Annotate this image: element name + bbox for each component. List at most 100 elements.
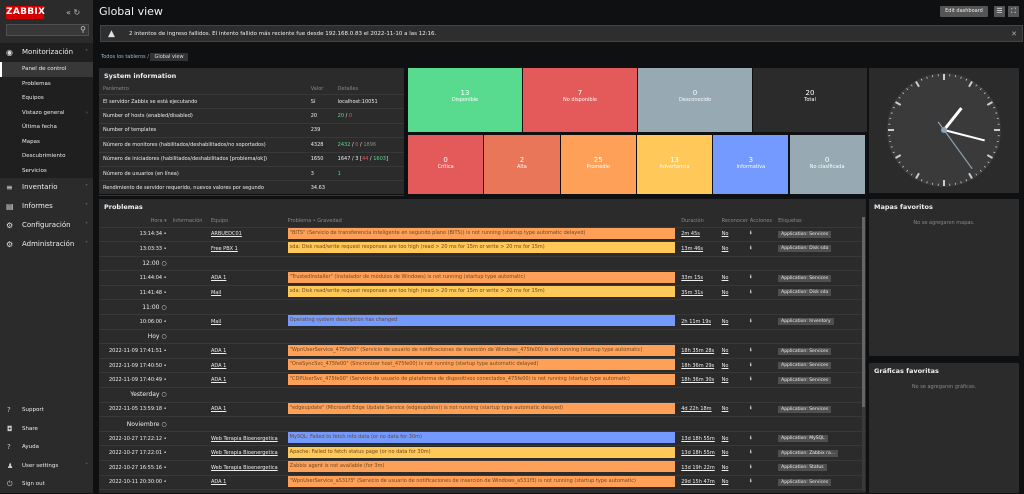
submenu-item[interactable]: Panel de control xyxy=(0,62,93,77)
bottom-item-ayuda[interactable]: ?Ayuda xyxy=(0,438,93,457)
problem-badge[interactable]: MySQL: Failed to fetch info data (or no … xyxy=(288,432,676,443)
actions-cell[interactable]: ⭳ xyxy=(747,358,775,373)
problem-cell[interactable]: "BITS" (Servicio de transferencia inteli… xyxy=(285,227,679,242)
duration-cell[interactable]: 13d 19h 22m xyxy=(678,461,718,476)
host-cell[interactable]: Web Terapia Bioenergetica xyxy=(208,431,285,446)
tag-badge[interactable]: Application: Services xyxy=(778,377,831,384)
problem-badge[interactable]: "edgeupdate" (Microsoft Edge Update Serv… xyxy=(288,403,676,414)
breadcrumb-current[interactable]: Global view xyxy=(150,53,187,61)
menu-item-inventario[interactable]: ≡Inventario˅ xyxy=(0,178,93,197)
time-cell[interactable]: 2022-11-09 17:40:50 • xyxy=(99,358,170,373)
menu-item-informes[interactable]: ▤Informes˅ xyxy=(0,197,93,216)
tag-badge[interactable]: Application: Services xyxy=(778,348,831,355)
column-header[interactable]: Hora ▾ xyxy=(99,215,170,227)
ack-cell[interactable]: No xyxy=(719,373,747,388)
ack-cell[interactable]: No xyxy=(719,461,747,476)
tag-badge[interactable]: Application: MySQL xyxy=(778,435,828,442)
actions-cell[interactable]: ⭳ xyxy=(747,461,775,476)
bottom-item-support[interactable]: ?Support xyxy=(0,401,93,420)
problem-cell[interactable]: Operating system description has changed xyxy=(285,315,679,330)
scrollbar-thumb[interactable] xyxy=(862,217,865,407)
column-header[interactable]: Equipo xyxy=(208,215,285,227)
time-cell[interactable]: 11:41:48 • xyxy=(99,285,170,300)
problem-badge[interactable]: "TrustedInstaller" (Instalador de módulo… xyxy=(288,272,676,283)
host-cell[interactable]: ADA 1 xyxy=(208,402,285,417)
problem-cell[interactable]: sda: Disk read/write request responses a… xyxy=(285,285,679,300)
submenu-item[interactable]: Vistazo general› xyxy=(0,106,93,121)
time-cell[interactable]: 13:14:34 • xyxy=(99,227,170,242)
actions-cell[interactable]: ⭳ xyxy=(747,475,775,490)
bottom-item-share[interactable]: ◘Share xyxy=(0,420,93,439)
problem-cell[interactable]: sda: Disk read/write request responses a… xyxy=(285,242,679,257)
fullscreen-icon[interactable]: ⛶ xyxy=(1008,6,1019,17)
duration-cell[interactable]: 13m 46s xyxy=(678,242,718,257)
tag-badge[interactable]: Application: Services xyxy=(778,406,831,413)
duration-cell[interactable]: 2h 11m 19s xyxy=(678,315,718,330)
problem-cell[interactable]: "TrustedInstaller" (Instalador de módulo… xyxy=(285,271,679,286)
host-cell[interactable]: ADA 1 xyxy=(208,373,285,388)
submenu-item[interactable]: Problemas xyxy=(0,77,93,92)
time-cell[interactable]: 2022-10-27 16:55:16 • xyxy=(99,461,170,476)
ack-cell[interactable]: No xyxy=(719,358,747,373)
tag-badge[interactable]: Application: Disk sda xyxy=(778,245,831,252)
close-icon[interactable]: ✕ xyxy=(1011,26,1017,43)
duration-cell[interactable]: 18h 36m 29s xyxy=(678,358,718,373)
ack-cell[interactable]: No xyxy=(719,271,747,286)
problem-badge[interactable]: sda: Disk read/write request responses a… xyxy=(288,242,676,253)
zabbix-logo[interactable]: ZABBIX xyxy=(6,6,44,19)
problem-badge[interactable]: sda: Disk read/write request responses a… xyxy=(288,286,676,297)
problem-cell[interactable]: MySQL: Failed to fetch info data (or no … xyxy=(285,431,679,446)
submenu-item[interactable]: Servicios xyxy=(0,164,93,179)
column-header[interactable]: Reconocer xyxy=(719,215,747,227)
tag-badge[interactable]: Application: Services xyxy=(778,231,831,238)
time-cell[interactable]: 10:06:00 • xyxy=(99,315,170,330)
duration-cell[interactable]: 35m 31s xyxy=(678,285,718,300)
host-cell[interactable]: ADA 1 xyxy=(208,475,285,490)
ack-cell[interactable]: No xyxy=(719,446,747,461)
problem-badge[interactable]: "OneSyncSvc_475fe00" (Sincronizar host_4… xyxy=(288,359,676,370)
menu-item-configuración[interactable]: ⚙Configuración˅ xyxy=(0,216,93,235)
problem-badge[interactable]: "BITS" (Servicio de transferencia inteli… xyxy=(288,228,676,239)
problem-cell[interactable]: "CDPUserSvc_475fe00" (Servicio de usuari… xyxy=(285,373,679,388)
time-cell[interactable]: 13:03:33 • xyxy=(99,242,170,257)
time-cell[interactable]: 2022-11-09 17:40:49 • xyxy=(99,373,170,388)
problem-badge[interactable]: Apache: Failed to fetch status page (or … xyxy=(288,447,676,458)
search-icon[interactable]: ⚲ xyxy=(80,25,86,34)
duration-cell[interactable]: 18h 35m 28s xyxy=(678,344,718,359)
time-cell[interactable]: 2022-11-09 17:41:51 • xyxy=(99,344,170,359)
problem-badge[interactable]: "WpnUserService_a531f3" (Servicio de usu… xyxy=(288,476,676,487)
actions-cell[interactable]: ⭳ xyxy=(747,227,775,242)
bottom-item-user-settings[interactable]: ♟User settings˅ xyxy=(0,457,93,476)
column-header[interactable]: Problema • Gravedad xyxy=(285,215,679,227)
problem-cell[interactable]: "edgeupdate" (Microsoft Edge Update Serv… xyxy=(285,402,679,417)
ack-cell[interactable]: No xyxy=(719,315,747,330)
collapse-sidebar-icon[interactable]: « xyxy=(66,8,71,17)
host-cell[interactable]: ARBUEDC01 xyxy=(208,227,285,242)
column-header[interactable]: Información xyxy=(170,215,208,227)
actions-cell[interactable]: ⭳ xyxy=(747,446,775,461)
time-cell[interactable]: 2022-10-27 17:22:12 • xyxy=(99,431,170,446)
actions-cell[interactable]: ⭳ xyxy=(747,373,775,388)
tag-badge[interactable]: Application: Services xyxy=(778,479,831,486)
actions-cell[interactable]: ⭳ xyxy=(747,431,775,446)
actions-cell[interactable]: ⭳ xyxy=(747,402,775,417)
tag-badge[interactable]: Application: Zabbix ra... xyxy=(778,450,838,457)
host-cell[interactable]: Mail xyxy=(208,285,285,300)
ack-cell[interactable]: No xyxy=(719,475,747,490)
problem-cell[interactable]: Apache: Failed to fetch status page (or … xyxy=(285,446,679,461)
host-cell[interactable]: ADA 1 xyxy=(208,344,285,359)
tag-badge[interactable]: Application: Inventory xyxy=(778,318,834,325)
ack-cell[interactable]: No xyxy=(719,242,747,257)
time-cell[interactable]: 2022-10-11 20:30:00 • xyxy=(99,475,170,490)
tag-badge[interactable]: Application: Status xyxy=(778,464,826,471)
submenu-item[interactable]: Equipos xyxy=(0,91,93,106)
actions-cell[interactable]: ⭳ xyxy=(747,271,775,286)
tag-badge[interactable]: Application: Services xyxy=(778,275,831,282)
